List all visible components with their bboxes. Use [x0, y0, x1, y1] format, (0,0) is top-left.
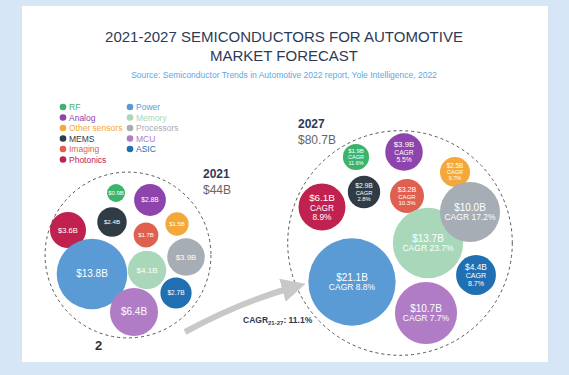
- svg-text:$44B: $44B: [203, 183, 231, 197]
- svg-text:$21.1B: $21.1B: [336, 272, 368, 283]
- svg-text:5.5%: 5.5%: [396, 156, 411, 163]
- svg-text:$80.7B: $80.7B: [298, 133, 336, 147]
- svg-text:CAGR 23.7%: CAGR 23.7%: [402, 243, 453, 253]
- svg-text:CAGR: CAGR: [348, 154, 364, 160]
- svg-text:MEMS: MEMS: [69, 134, 95, 144]
- svg-text:Imaging: Imaging: [69, 144, 100, 154]
- svg-text:CAGR: CAGR: [466, 272, 487, 280]
- svg-text:$2.9B: $2.9B: [355, 182, 373, 189]
- svg-text:10.3%: 10.3%: [398, 200, 416, 206]
- svg-text:Photonics: Photonics: [69, 155, 106, 165]
- svg-text:$2.4B: $2.4B: [104, 218, 120, 225]
- svg-text:$6.4B: $6.4B: [121, 306, 147, 317]
- svg-text:Memory: Memory: [136, 113, 167, 123]
- svg-text:$13.7B: $13.7B: [412, 233, 444, 244]
- svg-text:CAGR: CAGR: [447, 169, 463, 175]
- svg-text:2021-2027 SEMICONDUCTORS FOR A: 2021-2027 SEMICONDUCTORS FOR AUTOMOTIVE: [105, 28, 463, 45]
- svg-text:CAGR21-27: 11.1%: CAGR21-27: 11.1%: [243, 315, 313, 326]
- svg-text:$3.9B: $3.9B: [176, 253, 197, 262]
- svg-text:8.7%: 8.7%: [468, 280, 485, 288]
- svg-text:$3.2B: $3.2B: [398, 186, 417, 194]
- svg-text:2021: 2021: [203, 167, 230, 181]
- svg-text:11.6%: 11.6%: [348, 160, 363, 166]
- svg-text:$3.9B: $3.9B: [394, 140, 415, 149]
- svg-text:$0.9B: $0.9B: [108, 190, 124, 196]
- svg-text:9.7%: 9.7%: [449, 175, 462, 181]
- svg-text:Analog: Analog: [69, 113, 96, 123]
- svg-text:$6.1B: $6.1B: [309, 192, 335, 203]
- svg-text:$1.5B: $1.5B: [169, 221, 185, 227]
- svg-text:$2.5B: $2.5B: [447, 162, 463, 169]
- svg-text:CAGR: CAGR: [356, 190, 373, 196]
- svg-text:Processors: Processors: [136, 123, 179, 133]
- svg-text:$10.0B: $10.0B: [454, 202, 486, 213]
- svg-text:2027: 2027: [298, 117, 325, 131]
- svg-text:Other sensors: Other sensors: [69, 123, 122, 133]
- svg-text:$4.1B: $4.1B: [136, 266, 157, 275]
- svg-text:2: 2: [95, 338, 102, 353]
- svg-text:MARKET FORECAST: MARKET FORECAST: [210, 47, 358, 64]
- svg-text:2.8%: 2.8%: [357, 196, 370, 202]
- svg-text:Power: Power: [136, 102, 160, 112]
- svg-text:$10.7B: $10.7B: [410, 303, 442, 314]
- svg-text:CAGR 17.2%: CAGR 17.2%: [444, 212, 495, 222]
- svg-text:RF: RF: [69, 102, 80, 112]
- svg-text:CAGR 8.8%: CAGR 8.8%: [329, 282, 376, 292]
- svg-text:CAGR: CAGR: [394, 149, 413, 156]
- svg-text:$1.9B: $1.9B: [348, 148, 364, 154]
- svg-text:ASIC: ASIC: [136, 144, 156, 154]
- svg-text:$2.7B: $2.7B: [167, 289, 185, 296]
- svg-text:MCU: MCU: [136, 134, 155, 144]
- svg-text:$1.7B: $1.7B: [138, 232, 154, 238]
- svg-text:CAGR: CAGR: [398, 194, 416, 200]
- svg-text:Source: Semiconductor Trends i: Source: Semiconductor Trends in Automoti…: [131, 70, 437, 80]
- svg-text:$3.6B: $3.6B: [58, 226, 78, 235]
- svg-text:$4.4B: $4.4B: [465, 262, 487, 272]
- svg-text:8.9%: 8.9%: [312, 212, 332, 222]
- svg-text:CAGR: CAGR: [309, 202, 335, 213]
- svg-text:CAGR 7.7%: CAGR 7.7%: [403, 313, 450, 323]
- svg-text:$2.8B: $2.8B: [141, 196, 159, 203]
- svg-text:$13.8B: $13.8B: [76, 268, 108, 279]
